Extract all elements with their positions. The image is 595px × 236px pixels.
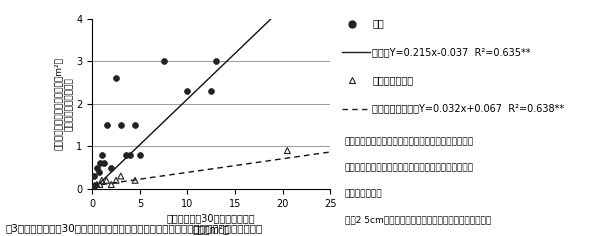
Point: [102, 178, 111, 182]
Text: ダイズ播種後にアラクロール乳剤・リニュロン水和剤: ダイズ播種後にアラクロール乳剤・リニュロン水和剤: [345, 137, 474, 146]
Point: [135, 153, 145, 157]
Point: [92, 166, 102, 169]
Point: [211, 59, 221, 63]
Point: [126, 153, 135, 157]
Text: リビングマルチ: リビングマルチ: [372, 75, 414, 85]
Point: [130, 178, 140, 182]
Point: [92, 183, 102, 186]
Point: [97, 178, 107, 182]
Point: [111, 76, 121, 80]
Point: [130, 123, 140, 127]
Point: [121, 153, 130, 157]
Point: [99, 161, 108, 165]
Text: リビングマルチ：Y=0.032x+0.067  R²=0.638**: リビングマルチ：Y=0.032x+0.067 R²=0.638**: [372, 104, 565, 114]
Point: [89, 185, 99, 189]
Point: [97, 153, 107, 157]
Point: [102, 123, 111, 127]
Point: [116, 123, 126, 127]
Text: 嘦3　ダイズ播種後30日目の雑草密度と収穫期に拾い除草を必要とする雑草密度との関係: 嘦3 ダイズ播種後30日目の雑草密度と収穫期に拾い除草を必要とする雑草密度との関…: [6, 224, 263, 234]
Point: [89, 174, 99, 178]
Text: 慣行：Y=0.215x-0.037  R²=0.635**: 慣行：Y=0.215x-0.037 R²=0.635**: [372, 47, 531, 57]
Y-axis label: 收穫時の要除草雑草密度（本／m²）
（無中耕・無除草時）: 收穫時の要除草雑草密度（本／m²） （無中耕・無除草時）: [54, 57, 73, 150]
Point: [116, 174, 126, 178]
Point: [95, 161, 105, 165]
Point: [183, 89, 192, 93]
Text: の土壌処理を実施．優占草種はイヌビエ，オオイヌタ: の土壌処理を実施．優占草種はイヌビエ，オオイヌタ: [345, 163, 474, 172]
Point: [94, 170, 104, 174]
X-axis label: ダイズ播種後30日目の雑草密度
（本／m²）: ダイズ播種後30日目の雑草密度 （本／m²）: [167, 213, 255, 234]
Point: [90, 183, 100, 186]
Point: [95, 183, 105, 186]
Text: 慣行: 慣行: [372, 19, 384, 29]
Point: [159, 59, 168, 63]
Point: [283, 149, 292, 152]
Point: [111, 178, 121, 182]
Point: [107, 183, 116, 186]
Text: デ，イヌビュ．: デ，イヌビュ．: [345, 189, 382, 198]
Point: [206, 89, 216, 93]
Point: [107, 166, 116, 169]
Text: 草予2 5cm以上または，機械収穫時に汚粒源となる果実: 草予2 5cm以上または，機械収穫時に汚粒源となる果実: [345, 215, 491, 224]
